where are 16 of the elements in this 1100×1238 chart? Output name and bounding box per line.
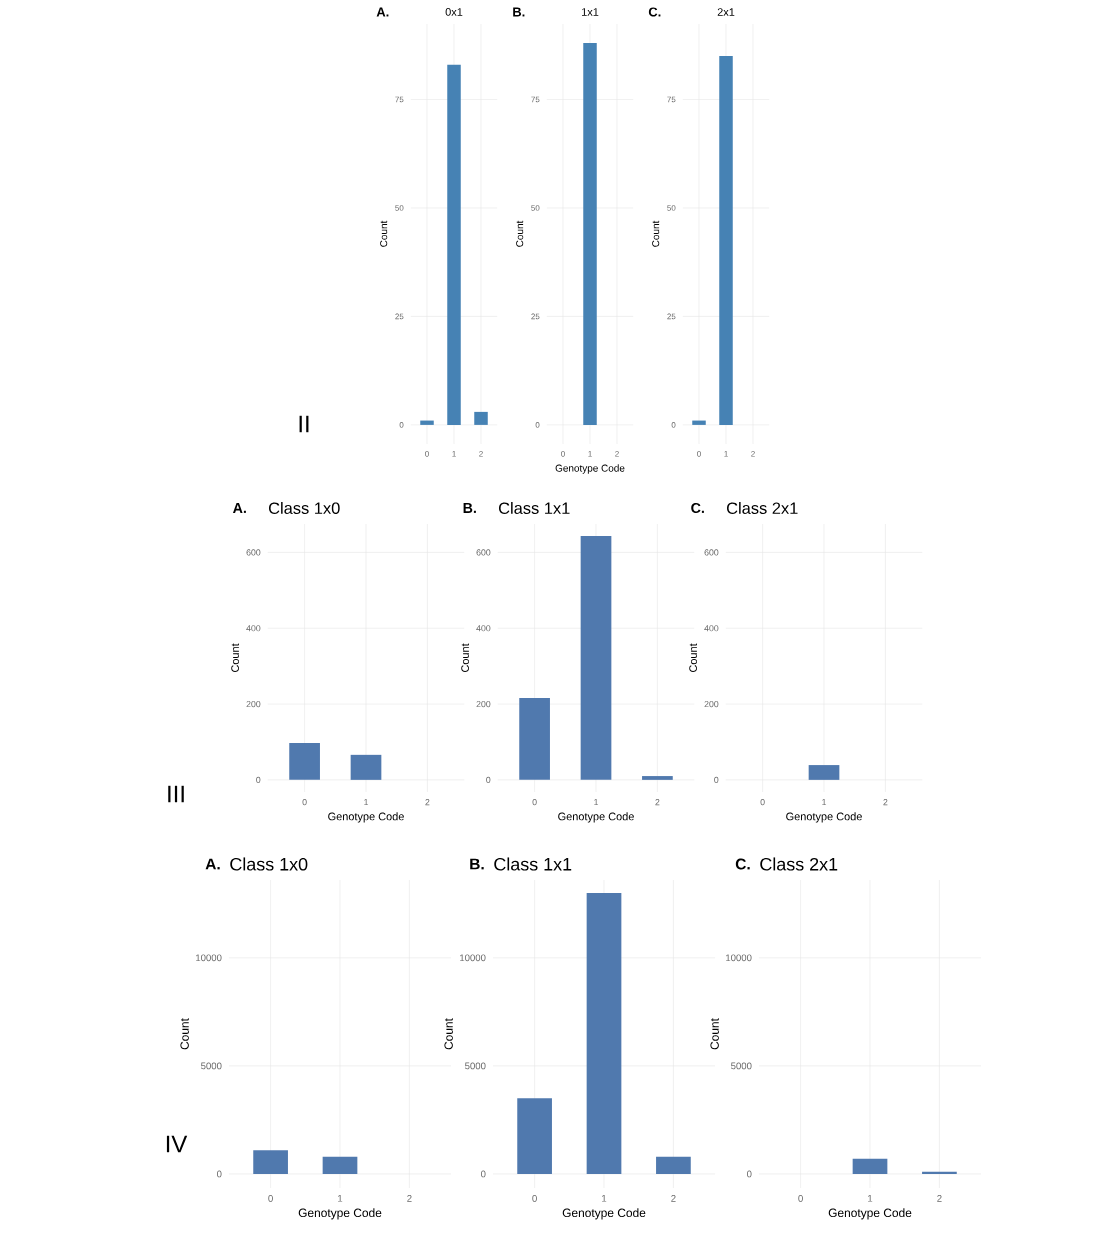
bar xyxy=(656,1156,691,1174)
chart-title: Class 1x1 xyxy=(499,501,570,515)
text: II xyxy=(299,415,309,433)
chart-title: Class 1x0 xyxy=(230,857,308,871)
bar xyxy=(474,411,488,425)
bar xyxy=(580,536,612,780)
chart-title: Class 1x0 xyxy=(269,501,340,515)
chart-title: Class 1x1 xyxy=(494,857,572,871)
bar xyxy=(586,892,622,1174)
chart-title: Class 2x1 xyxy=(727,501,798,515)
text: IV xyxy=(166,1135,188,1153)
chart-title: Class 2x1 xyxy=(760,857,838,871)
bar xyxy=(447,64,461,425)
bar xyxy=(519,697,550,780)
text: III xyxy=(168,785,184,803)
bar xyxy=(517,1098,552,1174)
